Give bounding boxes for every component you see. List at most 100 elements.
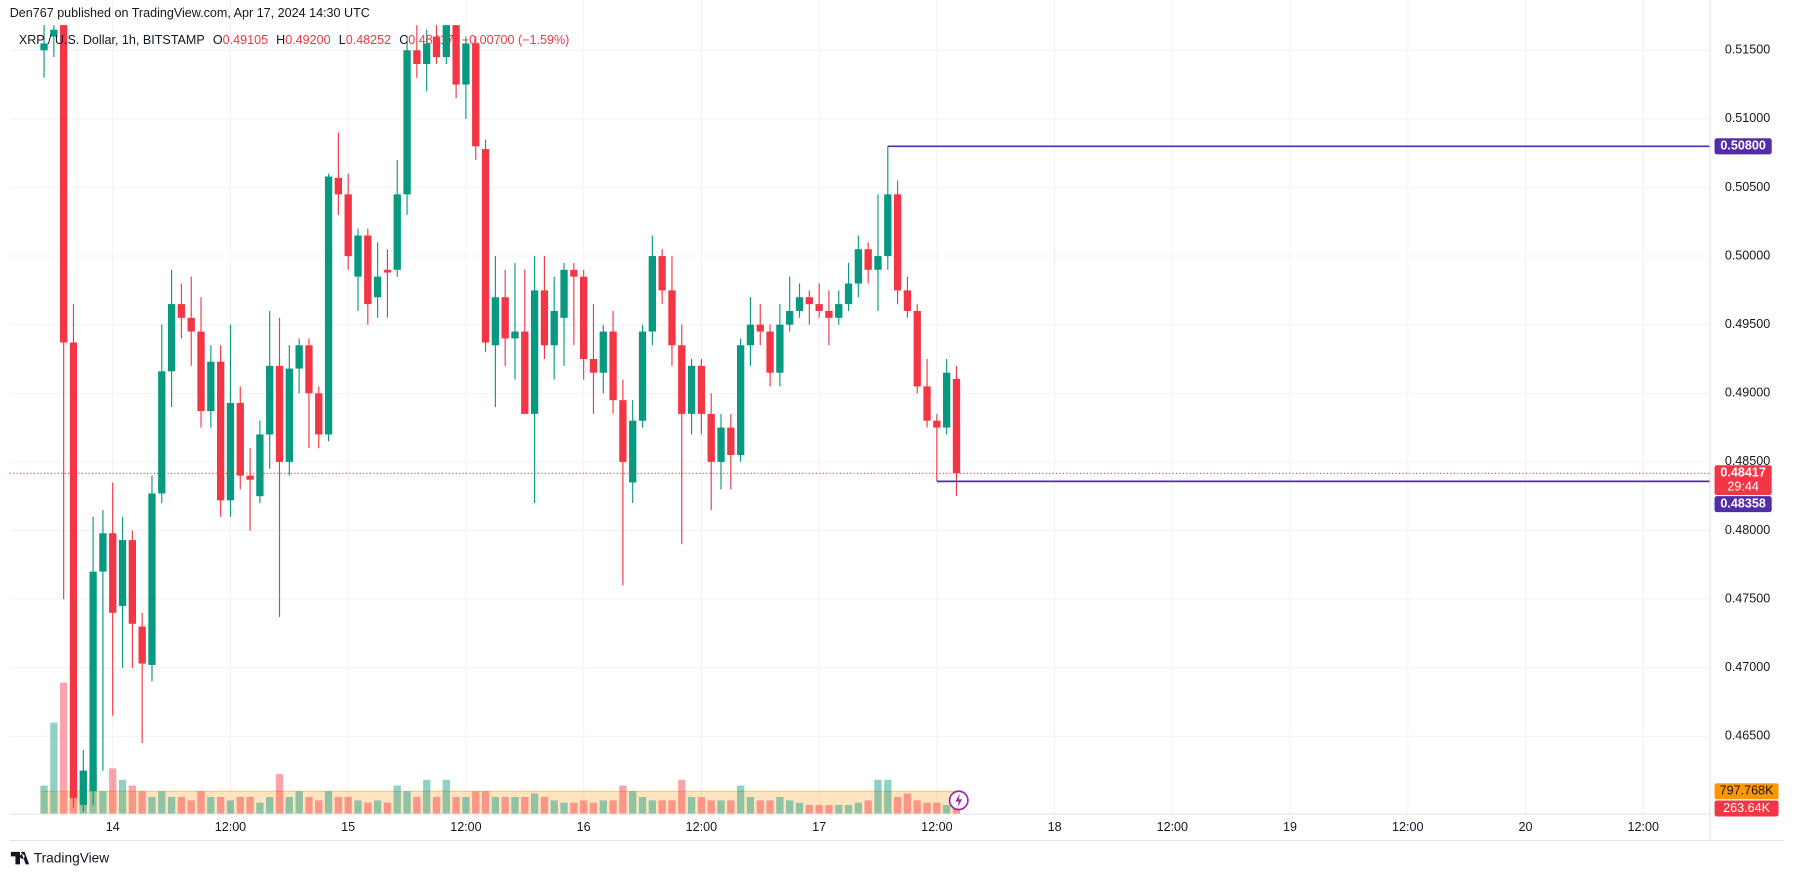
- x-tick-label: 12:00: [450, 820, 481, 834]
- volume-layer: [40, 682, 961, 815]
- x-tick-label: 12:00: [686, 820, 717, 834]
- candle-body: [795, 297, 804, 311]
- candle-body: [158, 371, 166, 494]
- volume-bar: [50, 722, 58, 815]
- volume-bar: [295, 791, 303, 815]
- y-tick-label: 0.50000: [1725, 248, 1770, 262]
- candle-body: [334, 177, 343, 195]
- volume-bar: [521, 796, 529, 815]
- volume-bar: [501, 796, 509, 815]
- y-tick-label: 0.46500: [1725, 729, 1770, 743]
- y-tick-label: 0.49000: [1725, 386, 1770, 400]
- candle-body: [197, 331, 205, 412]
- candle-body: [943, 372, 951, 428]
- candle-body: [423, 43, 431, 64]
- symbol: XRP / U.S. Dollar, 1h, BITSTAMP: [19, 33, 205, 47]
- publish-header: Den767 published on TradingView.com, Apr…: [10, 6, 370, 20]
- volume-bar: [913, 800, 921, 815]
- candle-body: [835, 304, 843, 318]
- legend-letter: C: [399, 33, 408, 47]
- volume-bar: [638, 796, 647, 815]
- volume-bar: [874, 779, 882, 815]
- legend-letter: L: [339, 33, 346, 47]
- candle-body: [805, 297, 813, 305]
- volume-bar: [903, 793, 912, 815]
- candle-body: [648, 256, 656, 332]
- volume-bar: [933, 802, 941, 815]
- volume-bar: [786, 800, 794, 815]
- candle-body: [246, 475, 254, 480]
- candle-body: [707, 413, 715, 462]
- volume-bar: [207, 796, 215, 815]
- volume-bar: [550, 800, 558, 815]
- volume-bar: [344, 796, 352, 815]
- candle-body: [187, 317, 195, 332]
- volume-bar: [60, 682, 68, 815]
- candle-body: [481, 149, 490, 343]
- candle-body: [579, 276, 588, 359]
- candle-body: [315, 393, 323, 435]
- candle-body: [275, 365, 284, 462]
- volume-bar: [246, 796, 254, 815]
- volume-bar: [197, 791, 205, 815]
- candle-body: [40, 43, 48, 51]
- volume-bar: [560, 802, 568, 815]
- volume-bar: [442, 779, 450, 815]
- candle-body: [216, 361, 225, 501]
- volume-bar: [462, 796, 470, 815]
- volume-bar: [579, 800, 588, 815]
- x-tick-label: 16: [577, 820, 591, 834]
- volume-bar: [167, 796, 176, 815]
- candle-body: [854, 249, 863, 284]
- candle-body: [923, 386, 931, 421]
- candle-body: [815, 304, 823, 311]
- candle-body: [638, 331, 647, 421]
- candle-body: [491, 297, 500, 346]
- level-label-box: [1714, 496, 1772, 513]
- candle-body: [60, 25, 68, 343]
- footer-logo: TradingView: [10, 850, 110, 865]
- volume-bar: [138, 791, 146, 815]
- volume-bar: [648, 800, 656, 815]
- candle-body: [295, 345, 303, 369]
- volume-bar: [266, 796, 274, 815]
- candle-body: [825, 310, 833, 318]
- candle-body: [766, 331, 774, 373]
- candle-body: [69, 342, 78, 799]
- legend-value: 0.49105: [223, 33, 268, 47]
- candle-body: [511, 331, 519, 339]
- candle-body: [413, 50, 421, 64]
- x-tick-label: 19: [1283, 820, 1297, 834]
- volume-bar: [825, 804, 833, 815]
- candle-body: [521, 331, 529, 414]
- x-tick-label: 17: [812, 820, 826, 834]
- volume-bar: [256, 802, 264, 815]
- volume-last-box: [1714, 800, 1779, 817]
- alert-icon[interactable]: [948, 790, 969, 811]
- volume-bar: [148, 796, 156, 815]
- candle-body: [599, 331, 607, 373]
- x-tick-label: 12:00: [921, 820, 952, 834]
- volume-bar: [805, 804, 813, 815]
- volume-bar: [511, 796, 519, 815]
- footer-text: TradingView: [34, 850, 110, 865]
- level-label-box: [1714, 138, 1772, 155]
- candle-body: [844, 283, 853, 305]
- x-tick-label: 18: [1048, 820, 1062, 834]
- volume-bar: [530, 793, 539, 815]
- y-tick-label: 0.48000: [1725, 523, 1770, 537]
- candle-body: [373, 276, 382, 298]
- candle-body: [678, 345, 686, 414]
- candle-body: [432, 36, 441, 58]
- y-tick-label: 0.47000: [1725, 660, 1770, 674]
- volume-last-label: 263.64K: [1723, 801, 1770, 815]
- volume-bar: [952, 806, 961, 815]
- level-label: 0.50800: [1720, 139, 1765, 153]
- volume-bar: [540, 796, 549, 815]
- volume-bar: [99, 791, 107, 815]
- alert-bolt[interactable]: [955, 793, 963, 808]
- volume-bar: [717, 800, 725, 815]
- candle-body: [50, 29, 58, 37]
- candle-body: [442, 25, 450, 58]
- candle-body: [89, 571, 97, 792]
